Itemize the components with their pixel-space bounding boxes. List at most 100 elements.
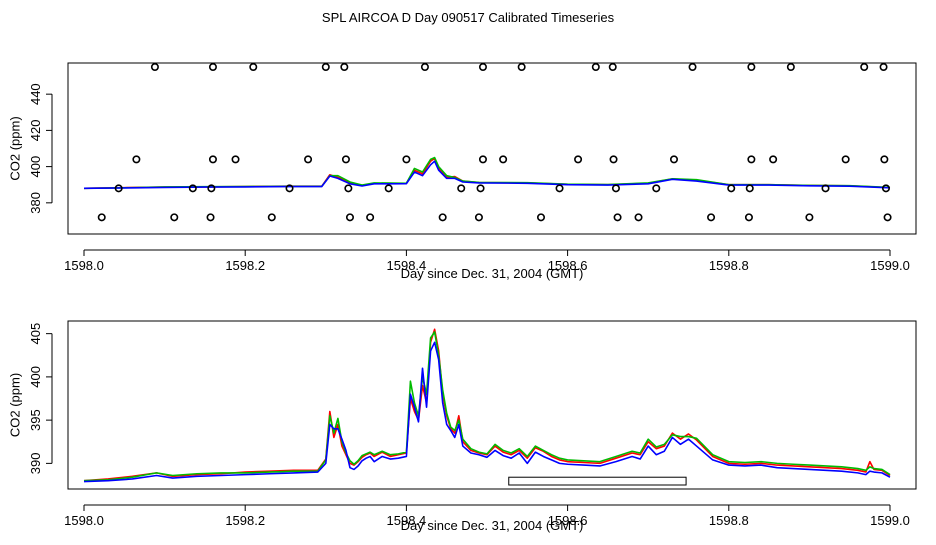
marker-circle: [231, 155, 240, 164]
series-line-blue: [83, 160, 891, 190]
y-tick-label: 400: [28, 366, 43, 388]
marker-circle: [747, 62, 756, 71]
marker-circle: [150, 62, 159, 71]
marker-circle: [249, 62, 258, 71]
marker-circle: [188, 184, 197, 193]
marker-circle: [591, 62, 600, 71]
marker-circle: [170, 213, 179, 222]
marker-circle: [402, 155, 411, 164]
marker-circle: [206, 213, 215, 222]
marker-circle: [555, 184, 564, 193]
marker-circle: [727, 184, 736, 193]
marker-circle: [208, 155, 217, 164]
x-tick-label: 1598.6: [548, 513, 588, 528]
marker-circle: [744, 213, 753, 222]
marker-circle: [688, 62, 697, 71]
x-tick-label: 1599.0: [870, 258, 910, 273]
marker-circle: [341, 155, 350, 164]
marker-circle: [608, 62, 617, 71]
x-tick-label: 1598.8: [709, 513, 749, 528]
marker-circle: [883, 213, 892, 222]
x-tick-label: 1598.0: [64, 258, 104, 273]
annotation-box: [508, 476, 687, 486]
marker-circle: [476, 184, 485, 193]
y-tick-label: 420: [28, 120, 43, 142]
marker-circle: [879, 62, 888, 71]
marker-circle: [634, 213, 643, 222]
marker-circle: [537, 213, 546, 222]
marker-circle: [285, 184, 294, 193]
marker-circle: [420, 62, 429, 71]
x-tick-label: 1598.6: [548, 258, 588, 273]
marker-circle: [707, 213, 716, 222]
top-series-group: [83, 156, 891, 190]
marker-circle: [805, 213, 814, 222]
top-plot-frame: [67, 62, 917, 235]
bottom-series-group: [83, 328, 891, 483]
marker-circle: [769, 155, 778, 164]
y-tick-label: 380: [28, 192, 43, 214]
x-tick-label: 1598.4: [387, 258, 427, 273]
y-tick-label: 390: [28, 453, 43, 475]
bottom-panel: 1598.0 1598.2 1598.4 1598.6 1598.8 1599.0 390…: [7, 320, 917, 533]
marker-circle: [304, 155, 313, 164]
x-tick-label: 1599.0: [870, 513, 910, 528]
bottom-annotation-group: [508, 476, 687, 486]
marker-circle: [574, 155, 583, 164]
y-tick-label: 440: [28, 83, 43, 105]
series-line-red: [83, 157, 891, 190]
marker-circle: [97, 213, 106, 222]
y-tick-label: 405: [28, 323, 43, 345]
marker-circle: [747, 155, 756, 164]
series-line-green: [83, 331, 891, 482]
marker-circle: [652, 184, 661, 193]
marker-circle: [860, 62, 869, 71]
marker-circle: [880, 155, 889, 164]
figure-title: SPL AIRCOA D Day 090517 Calibrated Times…: [322, 10, 615, 25]
marker-circle: [438, 213, 447, 222]
marker-circle: [457, 184, 466, 193]
marker-circle: [267, 213, 276, 222]
marker-circle: [517, 62, 526, 71]
top-y-axis: 380 400 420 440: [28, 83, 53, 214]
top-x-axis: 1598.0 1598.2 1598.4 1598.6 1598.8 1599.0: [64, 249, 910, 273]
marker-circle: [745, 184, 754, 193]
y-tick-label: 395: [28, 409, 43, 431]
x-tick-label: 1598.8: [709, 258, 749, 273]
top-x-axis-label: Day since Dec. 31, 2004 (GMT): [401, 266, 584, 281]
x-tick-label: 1598.4: [387, 513, 427, 528]
bottom-plot-frame: [67, 320, 917, 490]
bottom-y-axis-label: CO2 (ppm): [7, 373, 22, 437]
x-tick-label: 1598.0: [64, 513, 104, 528]
y-tick-label: 400: [28, 156, 43, 178]
bottom-y-axis: 390 395 400 405: [28, 323, 53, 475]
bottom-x-axis-label: Day since Dec. 31, 2004 (GMT): [401, 518, 584, 533]
marker-circle: [207, 184, 216, 193]
marker-circle: [321, 62, 330, 71]
marker-circle: [611, 184, 620, 193]
marker-circle: [478, 62, 487, 71]
x-tick-label: 1598.2: [225, 258, 265, 273]
series-line-blue: [83, 341, 891, 483]
marker-circle: [609, 155, 618, 164]
marker-circle: [208, 62, 217, 71]
marker-circle: [345, 213, 354, 222]
top-marker-group: [97, 62, 892, 222]
marker-circle: [478, 155, 487, 164]
marker-circle: [340, 62, 349, 71]
marker-circle: [474, 213, 483, 222]
marker-circle: [669, 155, 678, 164]
marker-circle: [841, 155, 850, 164]
marker-circle: [881, 184, 890, 193]
marker-circle: [613, 213, 622, 222]
marker-circle: [786, 62, 795, 71]
bottom-x-axis: 1598.0 1598.2 1598.4 1598.6 1598.8 1599.0: [64, 504, 910, 528]
x-tick-label: 1598.2: [225, 513, 265, 528]
marker-circle: [114, 184, 123, 193]
marker-circle: [344, 184, 353, 193]
top-y-axis-label: CO2 (ppm): [7, 116, 22, 180]
marker-circle: [132, 155, 141, 164]
marker-circle: [499, 155, 508, 164]
